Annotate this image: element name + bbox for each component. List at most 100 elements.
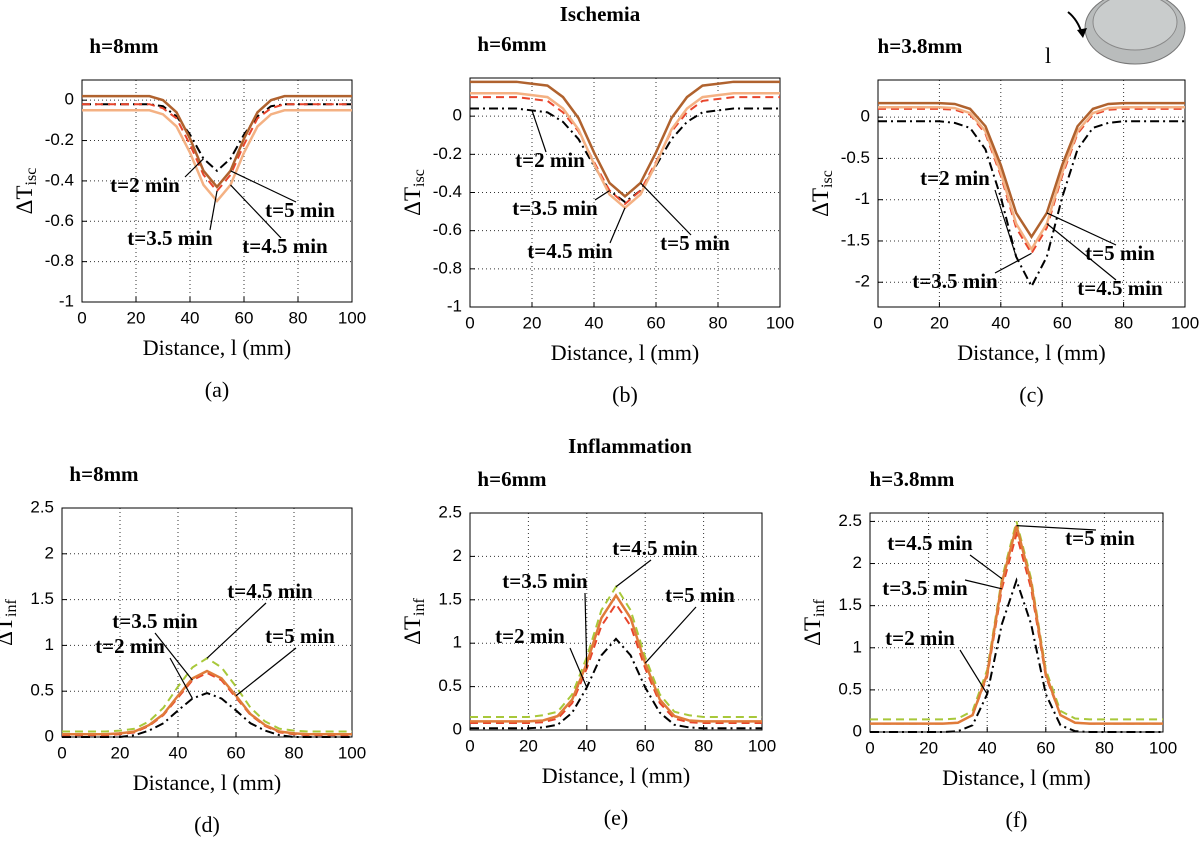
series-label: t=2 min bbox=[495, 624, 565, 648]
y-axis-label: ΔTinf bbox=[400, 598, 427, 645]
y-axis-label: ΔTisc bbox=[808, 170, 835, 217]
y-tick-label: -1.5 bbox=[841, 230, 870, 249]
caption: (f) bbox=[1006, 807, 1028, 832]
y-axis-label-sub: inf bbox=[3, 599, 20, 617]
arrow-head bbox=[1077, 28, 1087, 38]
y-tick-label: 0 bbox=[861, 107, 870, 126]
y-tick-label: 0.5 bbox=[838, 679, 862, 698]
x-tick-label: 100 bbox=[766, 313, 794, 332]
series-label: t=4.5 min bbox=[887, 531, 973, 555]
y-tick-label: 2.5 bbox=[30, 497, 54, 516]
x-tick-label: 0 bbox=[465, 313, 474, 332]
leader-line bbox=[235, 647, 297, 697]
y-tick-label: 1.5 bbox=[838, 595, 862, 614]
y-tick-label: -2 bbox=[855, 272, 870, 291]
y-tick-label: -0.8 bbox=[45, 251, 74, 270]
y-tick-label: 0.5 bbox=[30, 681, 54, 700]
series-label: t=3.5 min bbox=[112, 609, 198, 633]
icon-label: l bbox=[1045, 43, 1051, 68]
leader-line bbox=[1046, 212, 1117, 246]
series-label: t=3.5 min bbox=[502, 569, 588, 593]
y-tick-label: -0.6 bbox=[433, 220, 462, 239]
series-label: t=4.5 min bbox=[227, 579, 313, 603]
leader-line bbox=[230, 170, 297, 203]
series-label: t=3.5 min bbox=[512, 196, 598, 220]
leader-line bbox=[964, 579, 1002, 590]
plot-frame bbox=[469, 77, 781, 308]
y-tick-label: -0.6 bbox=[45, 211, 74, 230]
leader-line bbox=[206, 602, 267, 659]
y-tick-label: -0.4 bbox=[45, 170, 74, 189]
leader-line bbox=[594, 190, 610, 201]
series-label: t=2 min bbox=[110, 173, 180, 197]
y-tick-label: -0.5 bbox=[841, 148, 870, 167]
panel-title: h=6mm bbox=[477, 467, 547, 491]
leader-line bbox=[169, 657, 194, 699]
panel: 0 -0.5 -1 -1.5 -2 0 20 40 60 80 100 t=2 min t=3.5 mi… bbox=[808, 34, 1199, 407]
plot-area bbox=[878, 80, 1185, 307]
series-label: t=5 min bbox=[1085, 241, 1155, 265]
x-tick-label: 20 bbox=[519, 736, 538, 755]
x-tick-label: 20 bbox=[111, 743, 130, 762]
disc-inner bbox=[1092, 0, 1178, 51]
x-tick-label: 20 bbox=[919, 738, 938, 757]
series-line bbox=[470, 637, 762, 730]
y-axis-label-sub: inf bbox=[411, 598, 428, 616]
y-tick-label: 0 bbox=[853, 721, 862, 740]
disc-icon: l bbox=[1045, 0, 1186, 68]
series-line bbox=[878, 120, 1185, 289]
y-tick-label: -1 bbox=[447, 296, 462, 315]
y-axis-label-main: ΔT bbox=[808, 188, 833, 217]
y-tick-label: -0.2 bbox=[433, 144, 462, 163]
x-tick-label: 80 bbox=[1114, 313, 1133, 332]
x-tick-label: 40 bbox=[978, 738, 997, 757]
y-axis-label-sub: isc bbox=[411, 169, 428, 187]
y-tick-label: 0 bbox=[453, 106, 462, 125]
y-tick-label: 2.5 bbox=[438, 502, 462, 521]
x-tick-label: 0 bbox=[465, 736, 474, 755]
leader-line bbox=[640, 182, 692, 236]
y-axis-label-main: ΔT bbox=[400, 187, 425, 216]
x-tick-label: 0 bbox=[873, 313, 882, 332]
panel-title: h=8mm bbox=[89, 34, 159, 58]
x-tick-label: 80 bbox=[289, 308, 308, 327]
y-tick-label: -1 bbox=[855, 189, 870, 208]
y-axis-label: ΔTisc bbox=[400, 169, 427, 216]
series-line bbox=[470, 593, 762, 723]
x-tick-label: 60 bbox=[235, 308, 254, 327]
leader-line bbox=[1016, 525, 1097, 531]
plot-frame bbox=[469, 512, 763, 731]
panel-title: h=6mm bbox=[477, 32, 547, 56]
x-tick-label: 100 bbox=[748, 736, 776, 755]
y-axis-label: ΔTisc bbox=[12, 168, 39, 215]
y-tick-label: 1 bbox=[853, 637, 862, 656]
x-tick-label: 100 bbox=[1149, 738, 1177, 757]
leader-line bbox=[994, 252, 1032, 274]
series-line bbox=[62, 669, 352, 736]
panel-title: h=3.8mm bbox=[878, 34, 963, 58]
leader-line bbox=[154, 632, 193, 681]
x-tick-label: 40 bbox=[585, 313, 604, 332]
series-label: t=4.5 min bbox=[527, 239, 613, 263]
section-title: Ischemia bbox=[560, 2, 641, 26]
series-label: t=2 min bbox=[920, 166, 990, 190]
plot-area bbox=[470, 78, 780, 307]
x-tick-label: 80 bbox=[709, 313, 728, 332]
series-label: t=4.5 min bbox=[612, 536, 698, 560]
series-label: t=2 min bbox=[515, 148, 585, 172]
section-title: Inflammation bbox=[568, 434, 692, 458]
y-tick-label: 1.5 bbox=[438, 589, 462, 608]
y-tick-label: -1 bbox=[59, 291, 74, 310]
leader-line bbox=[609, 207, 626, 244]
y-tick-label: 2 bbox=[853, 553, 862, 572]
series-line bbox=[870, 521, 1163, 721]
x-tick-label: 40 bbox=[577, 736, 596, 755]
x-tick-label: 20 bbox=[523, 313, 542, 332]
y-axis-label-sub: isc bbox=[819, 170, 836, 188]
series-label: t=4.5 min bbox=[1077, 276, 1163, 300]
leader-line bbox=[184, 158, 204, 178]
y-axis-label: ΔTinf bbox=[0, 599, 20, 646]
x-tick-label: 0 bbox=[865, 738, 874, 757]
series-label: t=2 min bbox=[95, 634, 165, 658]
